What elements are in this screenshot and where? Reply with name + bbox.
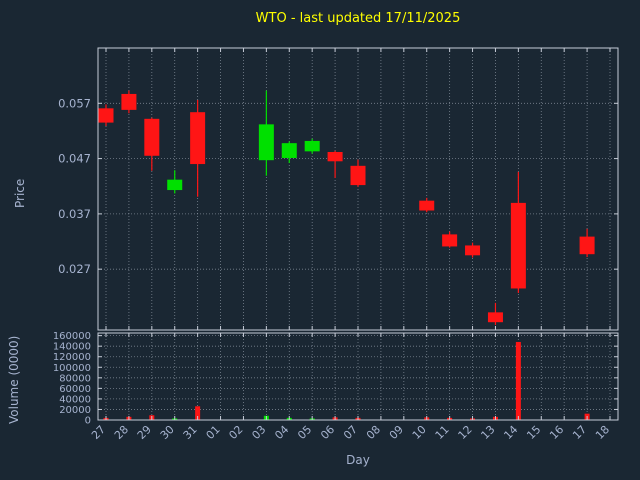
price-tick-label: 0.027 bbox=[58, 262, 91, 276]
grid-lines bbox=[98, 48, 618, 421]
volume-tick-label: 0 bbox=[85, 416, 91, 427]
day-tick-label: 10 bbox=[410, 423, 429, 442]
volume-tick-label: 160000 bbox=[53, 331, 91, 342]
price-tick-label: 0.037 bbox=[58, 207, 91, 221]
candle-body bbox=[190, 112, 206, 165]
day-tick-label: 05 bbox=[295, 423, 314, 442]
day-tick-label: 09 bbox=[387, 423, 406, 442]
candle-body bbox=[167, 179, 183, 191]
day-axis-label: Day bbox=[346, 453, 370, 467]
candle-body bbox=[419, 200, 435, 211]
day-tick-label: 11 bbox=[433, 423, 452, 442]
day-tick-label: 03 bbox=[249, 423, 268, 442]
day-tick-label: 31 bbox=[181, 423, 200, 442]
candle-body bbox=[487, 312, 503, 323]
candle-body bbox=[281, 143, 297, 158]
price-axis-label: Price bbox=[13, 178, 27, 208]
day-tick-label: 01 bbox=[204, 423, 223, 442]
price-tick-label: 0.047 bbox=[58, 152, 91, 166]
price-tick-label: 0.057 bbox=[58, 96, 91, 110]
candlesticks bbox=[98, 90, 595, 326]
day-tick-label: 12 bbox=[456, 423, 475, 442]
candle-body bbox=[144, 118, 160, 156]
day-tick-label: 30 bbox=[158, 423, 177, 442]
day-tick-label: 08 bbox=[364, 423, 383, 442]
day-tick-label: 15 bbox=[524, 423, 543, 442]
volume-tick-label: 40000 bbox=[59, 394, 91, 405]
volume-tick-label: 100000 bbox=[53, 363, 91, 374]
day-tick-label: 02 bbox=[226, 423, 245, 442]
volume-tick-label: 120000 bbox=[53, 352, 91, 363]
candle-body bbox=[350, 165, 366, 186]
candle-body bbox=[579, 236, 595, 255]
volume-axis-label: Volume (0000) bbox=[7, 335, 21, 424]
candle-body bbox=[465, 245, 481, 256]
day-tick-label: 18 bbox=[593, 423, 612, 442]
candle-body bbox=[442, 234, 458, 247]
day-tick-label: 16 bbox=[547, 423, 566, 442]
day-tick-label: 14 bbox=[501, 423, 520, 442]
day-tick-label: 13 bbox=[478, 423, 497, 442]
candle-body bbox=[258, 124, 274, 161]
volume-bar bbox=[515, 341, 521, 420]
volume-bar bbox=[195, 406, 201, 420]
day-tick-label: 06 bbox=[318, 423, 337, 442]
candle-body bbox=[510, 202, 526, 289]
candle-body bbox=[327, 152, 343, 162]
day-tick-label: 04 bbox=[272, 423, 291, 442]
day-tick-label: 27 bbox=[89, 423, 108, 442]
day-tick-label: 17 bbox=[570, 423, 589, 442]
volume-tick-label: 80000 bbox=[59, 373, 91, 384]
candle-body bbox=[304, 140, 320, 152]
candle-body bbox=[98, 108, 114, 123]
day-tick-label: 07 bbox=[341, 423, 360, 442]
volume-tick-label: 20000 bbox=[59, 405, 91, 416]
volume-bars bbox=[103, 341, 590, 420]
tick-marks bbox=[98, 48, 618, 421]
candle-body bbox=[121, 93, 137, 110]
chart-title: WTO - last updated 17/11/2025 bbox=[255, 11, 461, 26]
day-tick-label: 28 bbox=[112, 423, 131, 442]
volume-tick-label: 140000 bbox=[53, 342, 91, 353]
volume-tick-label: 60000 bbox=[59, 384, 91, 395]
day-tick-label: 29 bbox=[135, 423, 154, 442]
